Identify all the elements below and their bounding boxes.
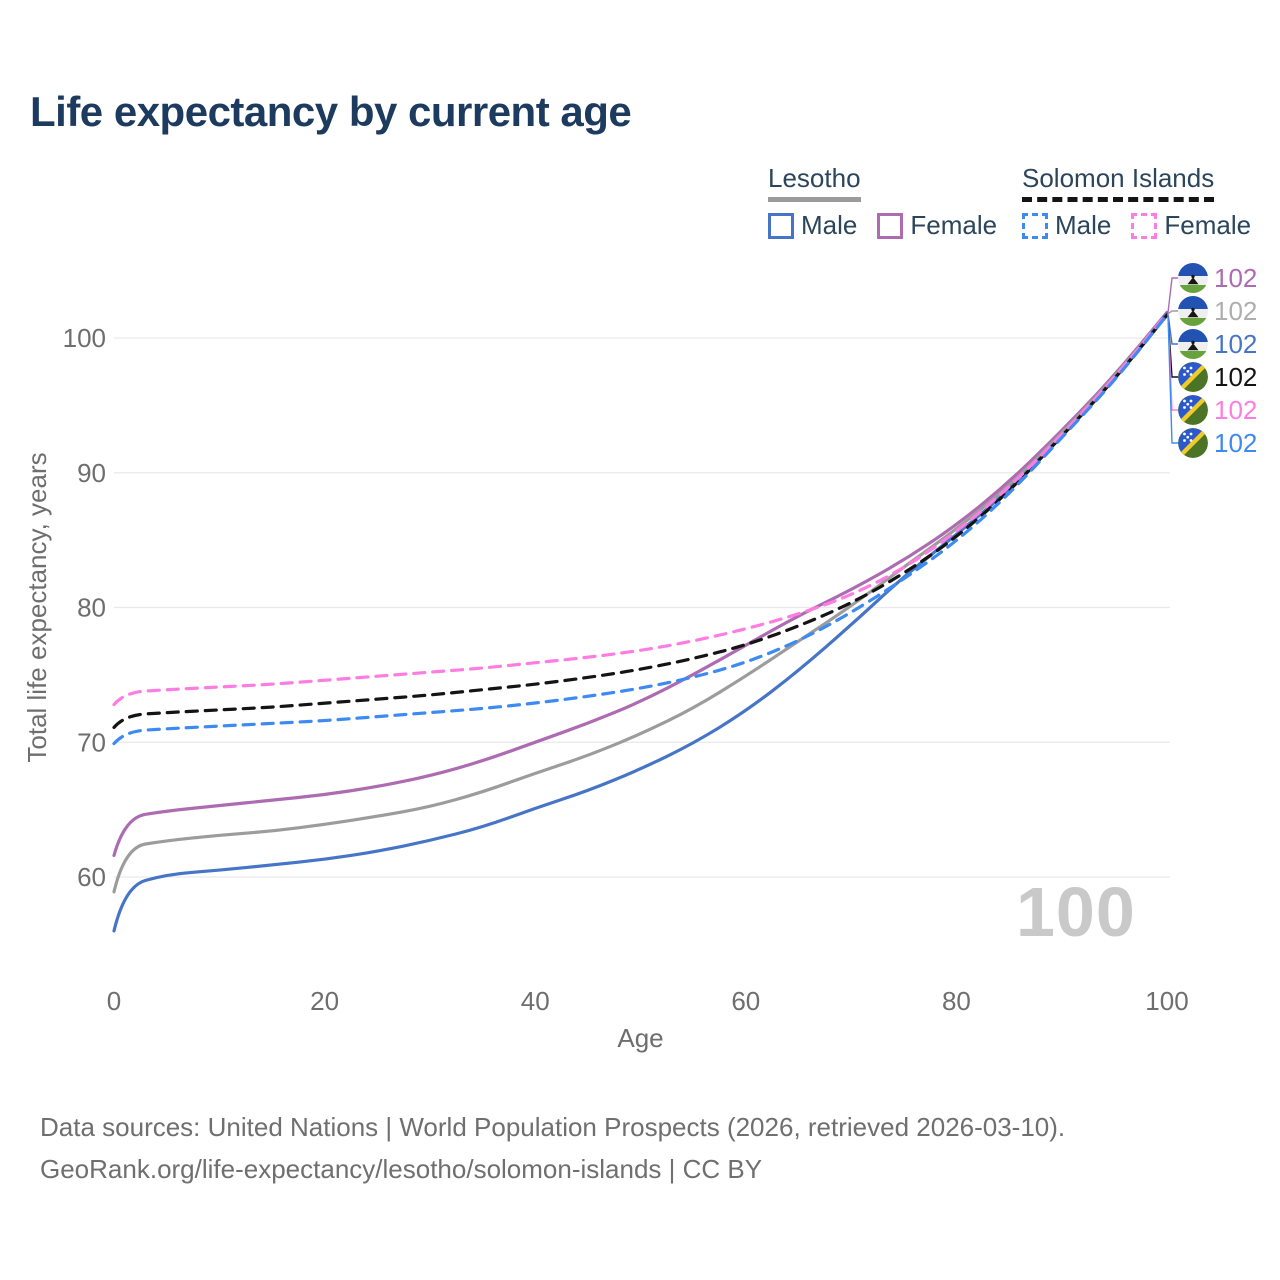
x-tick-label: 60 <box>731 986 760 1016</box>
x-axis-title: Age <box>617 1023 663 1053</box>
leader-line-solomon-islands-male <box>1167 315 1178 444</box>
leader-line-lesotho-total <box>1167 310 1178 315</box>
y-tick-label: 80 <box>77 593 106 623</box>
legend-item-solomon-islands-male[interactable]: Male <box>1022 210 1111 241</box>
x-tick-label: 80 <box>942 986 971 1016</box>
legend-group-label-lesotho: Lesotho <box>768 163 861 202</box>
solomon-islands-male-swatch-icon <box>1022 212 1048 239</box>
legend-group-solomon-islands: Solomon Islands Male Female <box>1022 163 1271 241</box>
legend-item-lesotho-male[interactable]: Male <box>768 210 857 241</box>
series-line-solomon-islands-total <box>112 313 1169 730</box>
solomon-islands-flag-icon <box>1178 428 1208 458</box>
series-line-lesotho-female <box>112 310 1169 858</box>
end-value-label-lesotho-female: 102 <box>1214 263 1257 293</box>
legend-item-label: Female <box>910 210 998 240</box>
x-tick-label: 20 <box>310 986 339 1016</box>
legend-group-label-solomon-islands: Solomon Islands <box>1022 163 1215 202</box>
legend-item-lesotho-female[interactable]: Female <box>877 210 997 241</box>
legend-group-lesotho: Lesotho Male Female <box>768 163 1017 241</box>
y-tick-label: 90 <box>77 458 106 488</box>
watermark-number: 100 <box>1016 873 1136 951</box>
page-title: Life expectancy by current age <box>30 88 632 135</box>
y-tick-label: 60 <box>77 862 106 892</box>
footer: Data sources: United Nations | World Pop… <box>40 1106 1065 1190</box>
series-line-solomon-islands-female <box>112 312 1169 707</box>
data-sources-text: Data sources: United Nations | World Pop… <box>40 1112 1066 1142</box>
series-line-lesotho-male <box>112 312 1169 933</box>
legend-item-label: Female <box>1164 210 1252 240</box>
legend-items-lesotho: Male Female <box>768 210 1017 241</box>
x-tick-label: 40 <box>521 986 550 1016</box>
y-tick-label: 70 <box>77 727 106 757</box>
lesotho-flag-icon <box>1178 329 1208 359</box>
solomon-islands-female-swatch-icon <box>1131 212 1158 239</box>
end-value-label-solomon-islands-total: 102 <box>1214 362 1257 392</box>
legend-items-solomon-islands: Male Female <box>1022 210 1271 241</box>
legend-item-solomon-islands-female[interactable]: Female <box>1131 210 1251 241</box>
y-tick-label: 100 <box>63 323 106 353</box>
end-value-label-lesotho-total: 102 <box>1214 296 1257 326</box>
end-value-label-solomon-islands-female: 102 <box>1214 395 1257 425</box>
leader-line-lesotho-male <box>1167 313 1178 345</box>
series-line-solomon-islands-male <box>112 313 1169 746</box>
lesotho-male-swatch-icon <box>768 212 794 239</box>
leader-line-lesotho-female <box>1167 277 1178 313</box>
attribution-link[interactable]: GeoRank.org/life-expectancy/lesotho/solo… <box>40 1154 763 1184</box>
x-tick-label: 100 <box>1145 986 1188 1016</box>
end-value-label-solomon-islands-male: 102 <box>1214 428 1257 458</box>
solomon-islands-flag-icon <box>1178 395 1208 425</box>
y-axis-title: Total life expectancy, years <box>22 452 52 762</box>
series-line-lesotho-total <box>112 312 1169 894</box>
lesotho-flag-icon <box>1178 263 1208 293</box>
legend-item-label: Male <box>1055 210 1112 240</box>
legend-item-label: Male <box>801 210 858 240</box>
lesotho-female-swatch-icon <box>877 212 904 239</box>
lesotho-flag-icon <box>1178 296 1208 326</box>
end-value-label-lesotho-male: 102 <box>1214 329 1257 359</box>
x-tick-label: 0 <box>107 986 121 1016</box>
solomon-islands-flag-icon <box>1178 362 1208 392</box>
